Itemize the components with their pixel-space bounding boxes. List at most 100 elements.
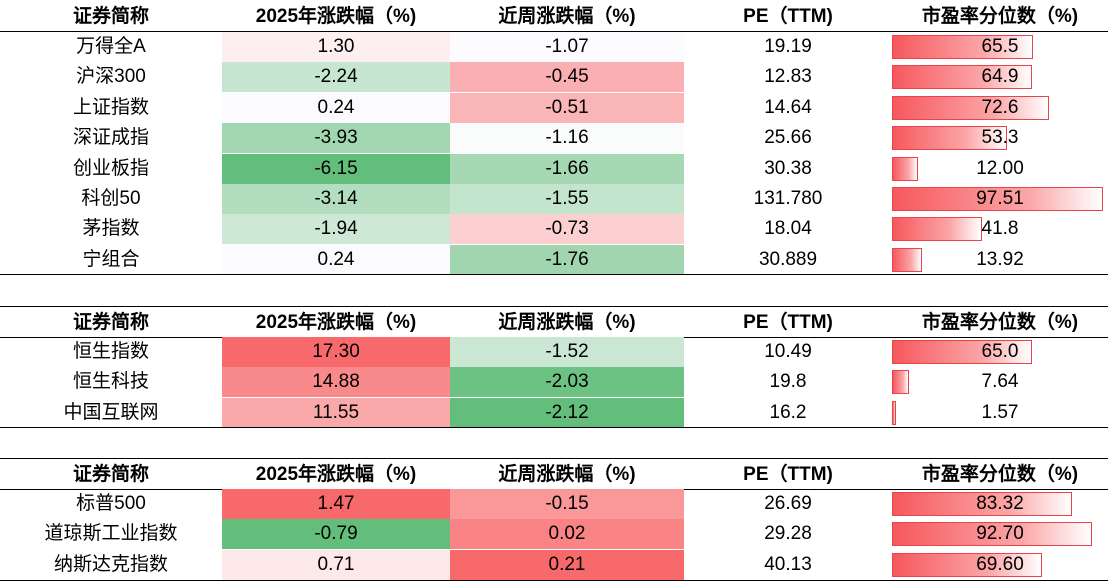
header-ytd: 2025年涨跌幅（%) [255,464,417,485]
percentile-bar [892,522,1093,547]
week-change: -2.12 [450,397,684,428]
header-percentile: 市盈率分位数（%) [921,312,1079,333]
week-change: -0.51 [450,92,684,123]
percentile-bar [892,552,1043,577]
header-pe: PE（TTM) [743,6,833,27]
table-bottom-line [0,427,1108,428]
header-row: 证券简称 2025年涨跌幅（%) 近周涨跌幅（%) PE（TTM) 市盈率分位数… [0,460,1108,490]
pe-ttm: 19.19 [764,36,812,57]
header-week: 近周涨跌幅（%) [498,464,636,485]
pe-percentile: 64.9 [981,66,1019,88]
week-change: -1.66 [450,153,684,184]
pe-ttm: 16.2 [769,401,807,423]
ytd-change: 14.88 [222,367,450,398]
header-ytd: 2025年涨跌幅（%) [255,312,417,333]
table-row: 1.30 -1.07 万得全A 19.19 65.5 [0,32,1108,62]
index-name: 科创50 [81,188,141,209]
index-name: 恒生科技 [72,371,149,393]
header-pe: PE（TTM) [743,464,833,485]
pe-percentile: 12.00 [976,157,1024,179]
week-change: -2.03 [450,367,684,398]
pe-percentile: 7.64 [981,371,1019,393]
percentile-bar [892,126,1008,151]
index-name: 茅指数 [82,218,140,240]
pe-percentile: 92.70 [976,523,1024,545]
table-row: 0.71 0.21 纳斯达克指数 40.13 69.60 [0,549,1108,580]
table-row: 0.24 -0.51 上证指数 14.64 72.6 [0,92,1108,123]
percentile-bar [892,492,1072,516]
ytd-change: 1.30 [222,32,450,62]
table-row: 14.88 -2.03 恒生科技 19.8 7.64 [0,367,1108,398]
pe-percentile: 97.51 [976,188,1024,209]
table-row: 11.55 -2.12 中国互联网 16.2 1.57 [0,397,1108,428]
ytd-change: -2.24 [222,62,450,93]
percentile-bar [892,370,909,395]
percentile-bar [892,217,983,242]
table-row: 0.24 -1.76 宁组合 30.889 13.92 [0,244,1108,275]
pe-percentile: 53.3 [981,127,1019,149]
header-ytd: 2025年涨跌幅（%) [255,6,417,27]
pe-percentile: 83.32 [976,493,1024,514]
pe-percentile: 65.5 [981,36,1019,57]
pe-percentile: 1.57 [981,401,1019,423]
pe-ttm: 12.83 [764,66,812,88]
header-pe: PE（TTM) [743,312,833,333]
week-change: 0.21 [450,549,684,580]
week-change: -0.73 [450,214,684,245]
week-change: 0.02 [450,519,684,550]
pe-ttm: 131.780 [753,188,823,209]
pe-ttm: 26.69 [764,493,812,514]
ytd-change: 17.30 [222,337,450,367]
index-name: 宁组合 [82,248,140,270]
percentile-bar [892,95,1049,120]
ytd-change: -0.79 [222,519,450,550]
week-change: -0.45 [450,62,684,93]
table-row: -2.24 -0.45 沪深300 12.83 64.9 [0,62,1108,93]
index-name: 万得全A [76,36,146,57]
pe-ttm: 30.889 [758,248,818,270]
pe-percentile: 72.6 [981,96,1019,118]
ytd-change: -3.93 [222,123,450,154]
pe-ttm: 19.8 [769,371,807,393]
ytd-change: -6.15 [222,153,450,184]
pe-ttm: 10.49 [764,341,812,362]
table-bottom-line [0,580,1108,581]
ytd-change: 0.24 [222,244,450,275]
pe-ttm: 14.64 [764,96,812,118]
week-change: -1.16 [450,123,684,154]
percentile-bar [892,187,1103,211]
table-bottom-line [0,274,1108,275]
week-change: -1.07 [450,32,684,62]
percentile-bar [892,65,1033,90]
table-row: -3.93 -1.16 深证成指 25.66 53.3 [0,123,1108,154]
index-name: 沪深300 [76,66,146,88]
table-row: 1.47 -0.15 标普500 26.69 83.32 [0,489,1108,519]
header-row: 证券简称 2025年涨跌幅（%) 近周涨跌幅（%) PE（TTM) 市盈率分位数… [0,308,1108,338]
ytd-change: 1.47 [222,489,450,519]
header-divider [0,31,1108,32]
header-row: 证券简称 2025年涨跌幅（%) 近周涨跌幅（%) PE（TTM) 市盈率分位数… [0,2,1108,32]
pe-ttm: 29.28 [764,523,812,545]
pe-percentile: 13.92 [976,248,1024,270]
index-name: 纳斯达克指数 [53,553,168,575]
pe-ttm: 40.13 [764,553,812,575]
header-name: 证券简称 [72,6,149,27]
ytd-change: -1.94 [222,214,450,245]
ytd-change: 0.24 [222,92,450,123]
week-change: -1.76 [450,244,684,275]
table-row: -1.94 -0.73 茅指数 18.04 41.8 [0,214,1108,245]
week-change: -1.52 [450,337,684,367]
percentile-bar [892,400,896,425]
pe-percentile: 41.8 [981,218,1019,240]
ytd-change: 0.71 [222,549,450,580]
index-name: 创业板指 [72,157,149,179]
index-name: 上证指数 [72,96,149,118]
table-row: -3.14 -1.55 科创50 131.780 97.51 [0,184,1108,214]
header-name: 证券简称 [72,464,149,485]
pe-percentile: 69.60 [976,553,1024,575]
table-top-line [0,306,1108,307]
header-percentile: 市盈率分位数（%) [921,6,1079,27]
pe-percentile: 65.0 [981,341,1019,362]
ytd-change: 11.55 [222,397,450,428]
table-top-line [0,458,1108,459]
